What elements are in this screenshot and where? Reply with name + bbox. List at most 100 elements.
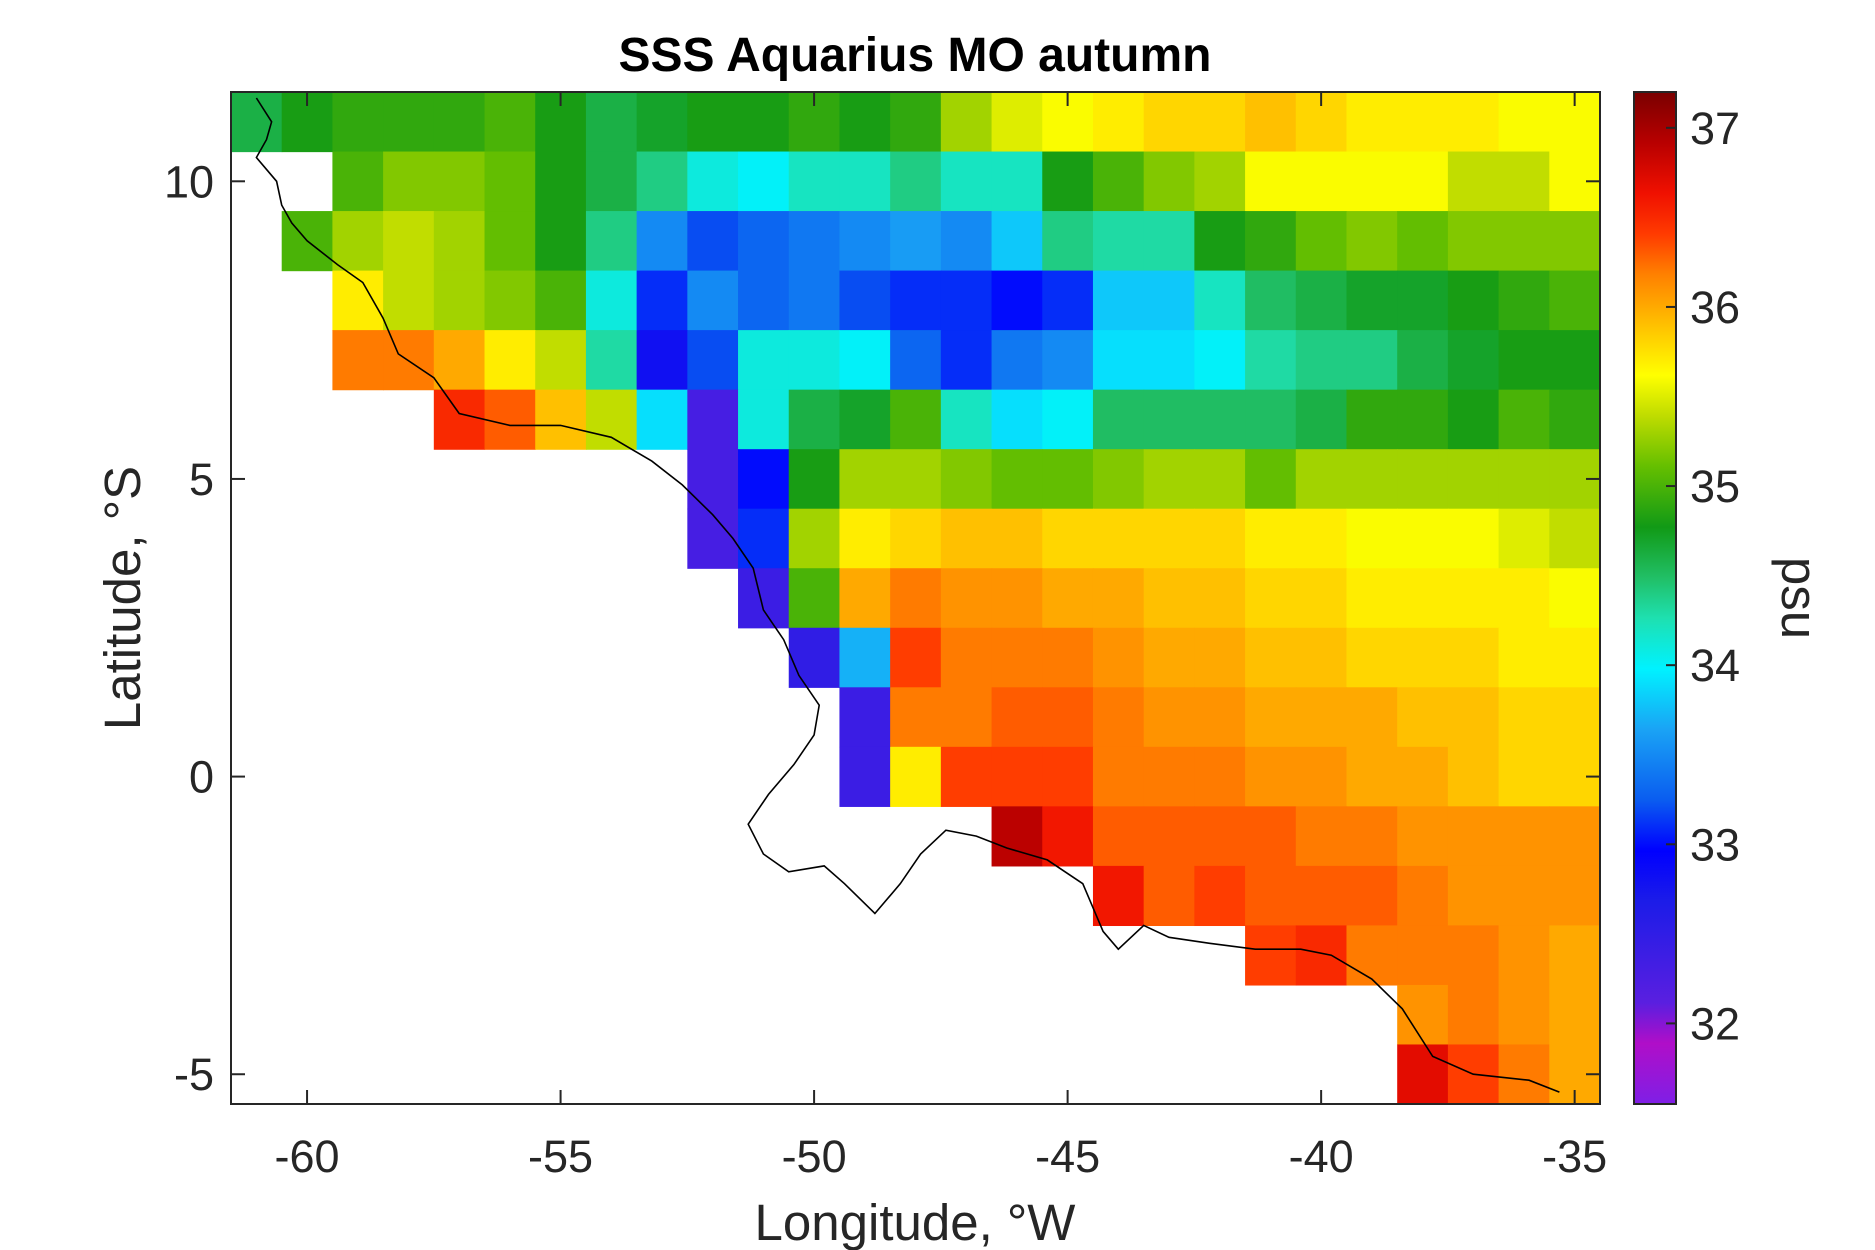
heatmap-cell (1194, 806, 1246, 867)
heatmap-cell (433, 330, 486, 391)
colorbar-tick-label: 35 (1690, 461, 1740, 512)
heatmap-cell (940, 449, 993, 510)
heatmap-cell (1245, 627, 1297, 688)
heatmap-cell (1143, 627, 1195, 688)
heatmap-cell (890, 568, 942, 629)
heatmap-cell (1397, 389, 1449, 450)
heatmap-cell (991, 151, 1043, 212)
heatmap-cell (738, 568, 790, 629)
heatmap-cell (1295, 330, 1348, 391)
heatmap-cell (1549, 627, 1600, 688)
heatmap-cell (1397, 568, 1449, 629)
heatmap-cell (1143, 508, 1195, 569)
heatmap-cell (788, 627, 841, 688)
heatmap-cell (940, 151, 993, 212)
heatmap-cell (1397, 627, 1449, 688)
y-axis-label: Latitude, °S (94, 466, 151, 730)
heatmap-cell (1092, 746, 1145, 807)
heatmap-cell (940, 389, 993, 450)
heatmap-cell (1194, 508, 1246, 569)
heatmap-cell (585, 389, 638, 450)
heatmap-cell (1295, 508, 1348, 569)
heatmap-cell (1245, 568, 1297, 629)
x-tick-label: -60 (275, 1131, 340, 1182)
heatmap-cell (1295, 151, 1348, 212)
heatmap-cell (383, 211, 435, 272)
heatmap-cell (940, 270, 993, 331)
heatmap-cell (1042, 211, 1094, 272)
y-axis-ticks: -5 0 5 10 (164, 156, 1600, 1100)
heatmap-cell (839, 508, 891, 569)
heatmap-cell (1549, 865, 1600, 927)
heatmap-cell (940, 211, 993, 272)
heatmap-cell (1498, 508, 1550, 569)
colorbar-ticks: 32 33 34 35 36 37 (1666, 103, 1740, 1049)
heatmap-cell (1447, 270, 1500, 331)
heatmap-cell (1346, 687, 1398, 748)
heatmap-cell (484, 151, 536, 212)
heatmap-cell (788, 211, 841, 272)
heatmap-cell (1245, 806, 1297, 867)
heatmap-cell (332, 330, 384, 391)
heatmap-cell (1194, 92, 1246, 153)
heatmap-cell (585, 151, 638, 212)
x-axis-label: Longitude, °W (755, 1194, 1076, 1250)
colorbar-tick-label: 36 (1690, 282, 1740, 333)
heatmap-cell (1245, 508, 1297, 569)
heatmap-cell (1397, 92, 1449, 153)
heatmap-cell (1346, 925, 1398, 986)
heatmap-cell (991, 746, 1043, 807)
heatmap-cell (1245, 389, 1297, 450)
heatmap-cell (1295, 746, 1348, 807)
heatmap-cell (687, 508, 739, 569)
heatmap-cell (1092, 865, 1145, 927)
heatmap-cell (1397, 508, 1449, 569)
heatmap-cell (1498, 806, 1550, 867)
heatmap-cell (1346, 92, 1398, 153)
heatmap-cell (839, 568, 891, 629)
heatmap-cell (991, 508, 1043, 569)
heatmap-cell (636, 151, 688, 212)
heatmap-cell (1042, 508, 1094, 569)
heatmap-cell (839, 92, 891, 153)
heatmap-cell (433, 389, 486, 450)
heatmap-cell (1194, 627, 1246, 688)
heatmap-cell (890, 508, 942, 569)
heatmap-cell (1092, 211, 1145, 272)
heatmap-cell (1346, 389, 1398, 450)
heatmap-cell (1498, 568, 1550, 629)
heatmap-cell (1346, 508, 1398, 569)
heatmap-cell (1549, 687, 1600, 748)
heatmap-cell (890, 627, 942, 688)
heatmap-cell (332, 211, 384, 272)
heatmap-cell (535, 151, 587, 212)
heatmap-cell (687, 389, 739, 450)
heatmap-cell (1549, 984, 1600, 1046)
heatmap-cell (1245, 746, 1297, 807)
heatmap-cell (1498, 627, 1550, 688)
heatmap-cell (1042, 151, 1094, 212)
heatmap-cell (1143, 746, 1195, 807)
heatmap-cell (890, 389, 942, 450)
heatmap-cell (991, 211, 1043, 272)
heatmap-cell (1295, 806, 1348, 867)
heatmap-cells (231, 92, 1600, 1104)
y-tick-label: 10 (164, 156, 214, 207)
heatmap-cell (1143, 270, 1195, 331)
heatmap-cell (1346, 627, 1398, 688)
heatmap-cell (383, 270, 435, 331)
y-tick-label: 5 (189, 454, 214, 505)
heatmap-cell (1447, 211, 1500, 272)
heatmap-cell (991, 330, 1043, 391)
heatmap-cell (1498, 687, 1550, 748)
heatmap-cell (839, 270, 891, 331)
heatmap-cell (585, 270, 638, 331)
heatmap-cell (1042, 270, 1094, 331)
heatmap-cell (1498, 389, 1550, 450)
heatmap-cell (1447, 984, 1500, 1046)
heatmap-cell (1092, 806, 1145, 867)
heatmap-cell (940, 92, 993, 153)
heatmap-cell (1194, 568, 1246, 629)
heatmap-cell (433, 211, 486, 272)
